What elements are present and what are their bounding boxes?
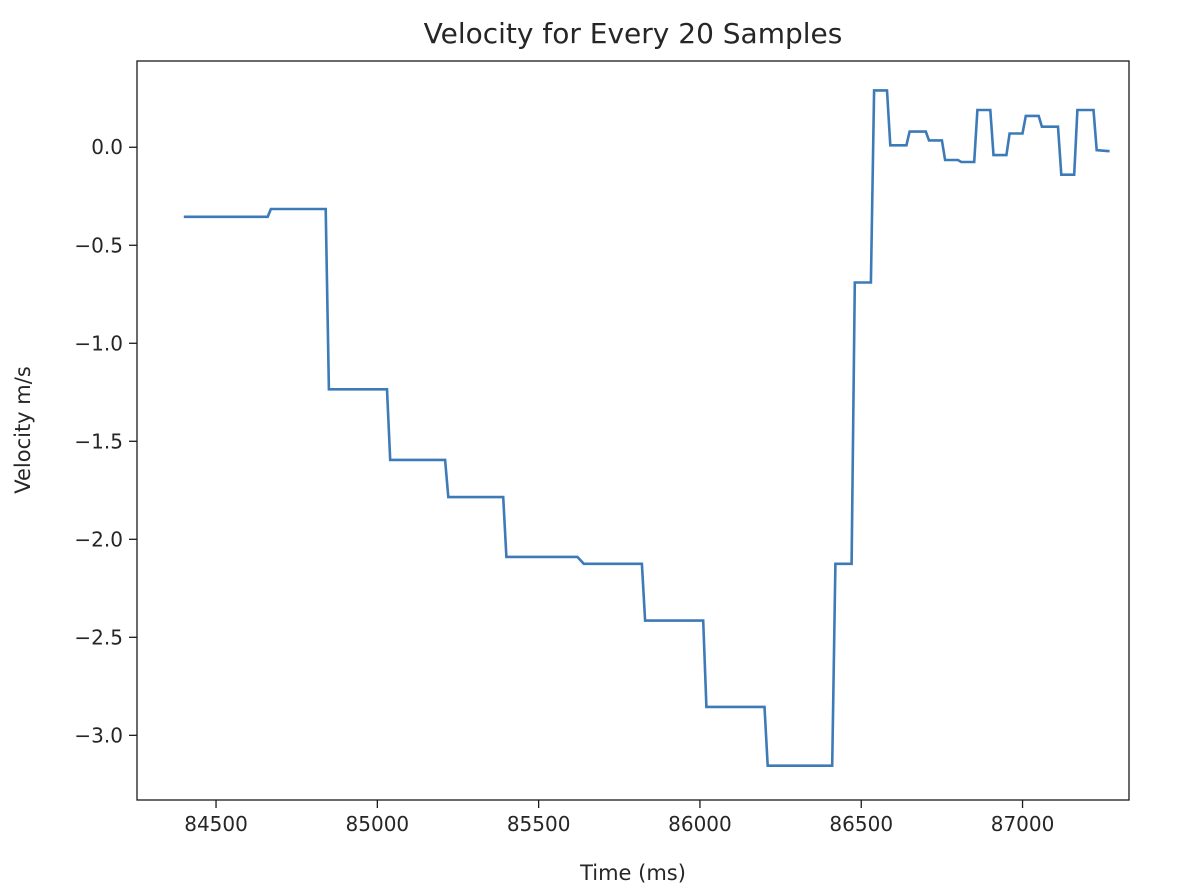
y-tick-label: −2.5 [74,625,123,649]
y-tick-label: −2.0 [74,527,123,551]
y-axis-title: Velocity m/s [11,366,35,494]
x-tick-label: 84500 [184,812,248,836]
velocity-series-line [183,89,1110,767]
y-tick-label: −1.5 [74,429,123,453]
x-axis-ticks: 84500 85000 85500 86000 86500 87000 [184,800,1054,836]
x-tick-label: 86500 [829,812,893,836]
y-tick-label: −1.0 [74,331,123,355]
y-tick-label: −0.5 [74,233,123,257]
x-axis-title: Time (ms) [579,861,686,885]
y-tick-label: 0.0 [91,135,123,159]
x-tick-label: 85000 [346,812,410,836]
y-axis-ticks: 0.0 −0.5 −1.0 −1.5 −2.0 −2.5 −3.0 [74,135,137,747]
chart-title: Velocity for Every 20 Samples [424,17,843,50]
x-tick-label: 86000 [668,812,732,836]
x-tick-label: 87000 [991,812,1055,836]
x-tick-label: 85500 [507,812,571,836]
plot-area [136,60,1130,801]
y-tick-label: −3.0 [74,723,123,747]
plot-frame [136,60,1130,801]
